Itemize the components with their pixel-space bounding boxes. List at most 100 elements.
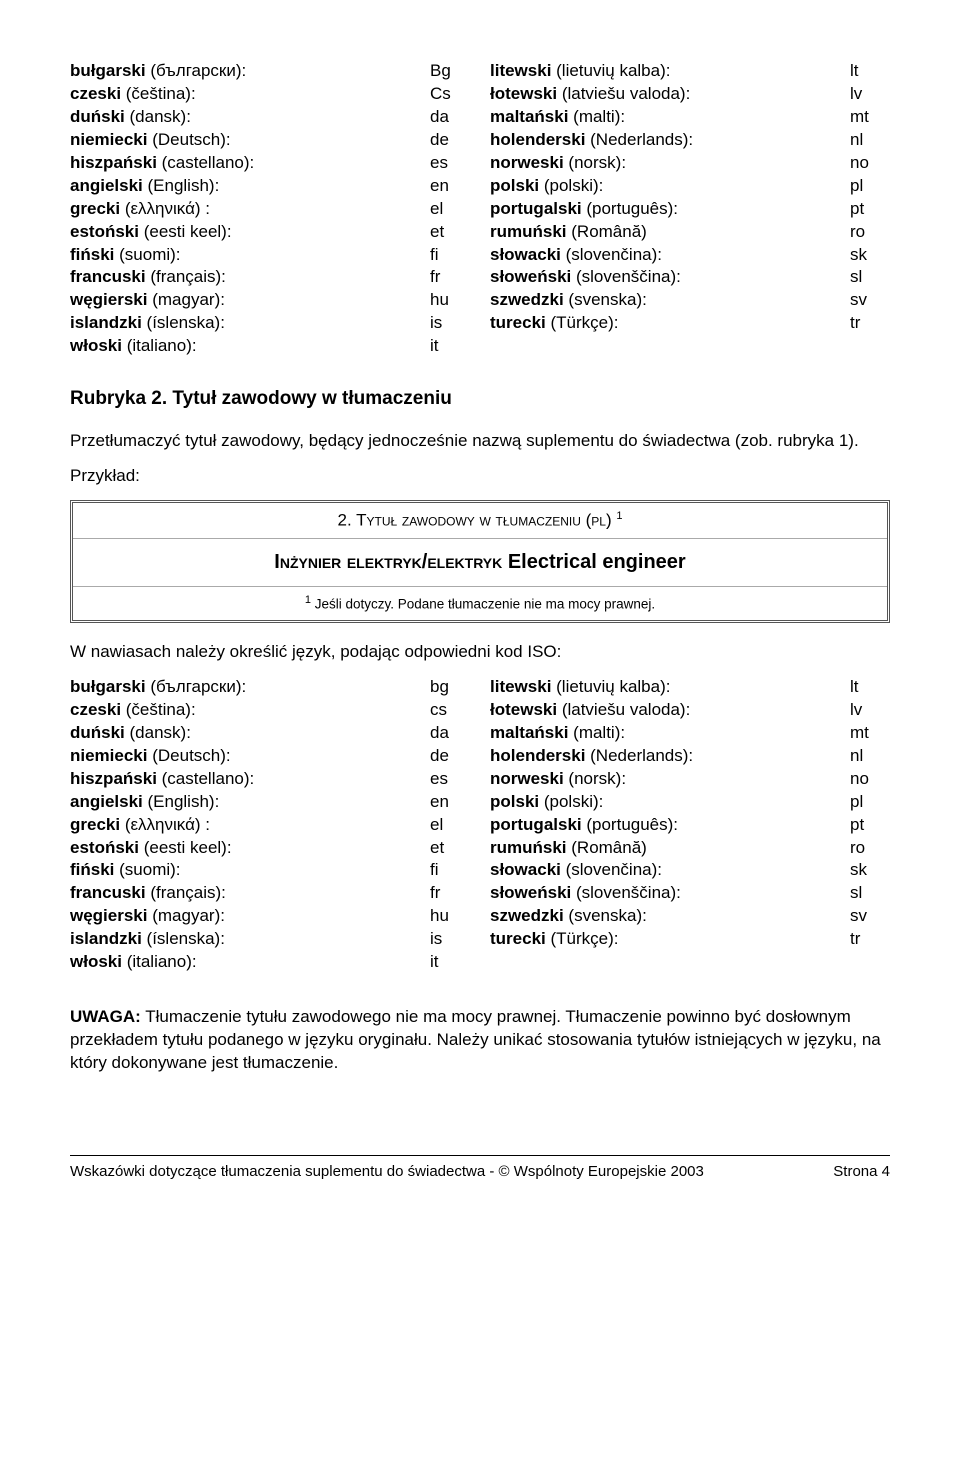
language-code: pt	[850, 814, 890, 837]
footer-right: Strona 4	[833, 1162, 890, 1182]
language-name: maltański (malti):	[490, 106, 850, 129]
footer-left: Wskazówki dotyczące tłumaczenia suplemen…	[70, 1162, 704, 1182]
language-code: is	[430, 312, 470, 335]
language-code: hu	[430, 289, 470, 312]
language-code: no	[850, 768, 890, 791]
language-code: pl	[850, 175, 890, 198]
language-name: czeski (čeština):	[70, 699, 430, 722]
language-table-2-left: bułgarski (български):bgczeski (čeština)…	[70, 676, 470, 974]
language-code: ro	[850, 837, 890, 860]
example-box-title: Inżynier elektryk/elektryk Electrical en…	[73, 539, 887, 586]
language-row: rumuński (Română)ro	[490, 221, 890, 244]
language-name: turecki (Türkçe):	[490, 928, 850, 951]
language-row: słowacki (slovenčina):sk	[490, 244, 890, 267]
language-code: nl	[850, 129, 890, 152]
uwaga-label: UWAGA:	[70, 1007, 141, 1026]
language-table-2-right: litewski (lietuvių kalba):ltłotewski (la…	[490, 676, 890, 974]
language-name: czeski (čeština):	[70, 83, 430, 106]
language-name: portugalski (português):	[490, 814, 850, 837]
language-name: słowacki (slovenčina):	[490, 859, 850, 882]
language-row: niemiecki (Deutsch):de	[70, 745, 470, 768]
language-name: fiński (suomi):	[70, 244, 430, 267]
language-row: angielski (English):en	[70, 791, 470, 814]
language-row: litewski (lietuvių kalba):lt	[490, 676, 890, 699]
language-code: bg	[430, 676, 470, 699]
language-row: portugalski (português):pt	[490, 198, 890, 221]
language-code: sv	[850, 905, 890, 928]
language-name: norweski (norsk):	[490, 768, 850, 791]
language-code: lv	[850, 83, 890, 106]
page-footer: Wskazówki dotyczące tłumaczenia suplemen…	[70, 1155, 890, 1182]
language-row: niemiecki (Deutsch):de	[70, 129, 470, 152]
language-code: fi	[430, 244, 470, 267]
section-heading: Rubryka 2. Tytuł zawodowy w tłumaczeniu	[70, 386, 890, 412]
language-code: el	[430, 198, 470, 221]
language-name: portugalski (português):	[490, 198, 850, 221]
language-row: duński (dansk):da	[70, 106, 470, 129]
language-name: włoski (italiano):	[70, 951, 430, 974]
language-name: hiszpański (castellano):	[70, 768, 430, 791]
language-code: en	[430, 791, 470, 814]
language-code: sk	[850, 244, 890, 267]
language-row: grecki (ελληνικά) :el	[70, 198, 470, 221]
language-name: fiński (suomi):	[70, 859, 430, 882]
language-name: węgierski (magyar):	[70, 905, 430, 928]
language-row: islandzki (íslenska):is	[70, 928, 470, 951]
language-code: sv	[850, 289, 890, 312]
language-code: is	[430, 928, 470, 951]
language-code: lv	[850, 699, 890, 722]
language-code: tr	[850, 928, 890, 951]
language-name: polski (polski):	[490, 791, 850, 814]
language-row: turecki (Türkçe):tr	[490, 312, 890, 335]
language-row: angielski (English):en	[70, 175, 470, 198]
language-name: niemiecki (Deutsch):	[70, 745, 430, 768]
language-code: fi	[430, 859, 470, 882]
language-name: słoweński (slovenščina):	[490, 882, 850, 905]
language-table-1-right: litewski (lietuvių kalba):ltłotewski (la…	[490, 60, 890, 358]
language-row: duński (dansk):da	[70, 722, 470, 745]
language-name: rumuński (Română)	[490, 837, 850, 860]
language-code: Cs	[430, 83, 470, 106]
language-row: litewski (lietuvių kalba):lt	[490, 60, 890, 83]
language-name: szwedzki (svenska):	[490, 905, 850, 928]
language-row: węgierski (magyar):hu	[70, 289, 470, 312]
language-code: pt	[850, 198, 890, 221]
language-row: słoweński (slovenščina):sl	[490, 882, 890, 905]
language-name: rumuński (Română)	[490, 221, 850, 244]
language-row: szwedzki (svenska):sv	[490, 289, 890, 312]
language-row: węgierski (magyar):hu	[70, 905, 470, 928]
language-name: bułgarski (български):	[70, 676, 430, 699]
language-row: bułgarski (български):Bg	[70, 60, 470, 83]
paragraph-intro: Przetłumaczyć tytuł zawodowy, będący jed…	[70, 430, 890, 453]
language-name: włoski (italiano):	[70, 335, 430, 358]
language-code: no	[850, 152, 890, 175]
language-code: da	[430, 722, 470, 745]
language-row: estoński (eesti keel):et	[70, 221, 470, 244]
paragraph-iso-note: W nawiasach należy określić język, podaj…	[70, 641, 890, 664]
language-row: francuski (français):fr	[70, 882, 470, 905]
language-code: mt	[850, 106, 890, 129]
language-code: de	[430, 129, 470, 152]
language-row: maltański (malti):mt	[490, 106, 890, 129]
language-name: islandzki (íslenska):	[70, 928, 430, 951]
language-name: grecki (ελληνικά) :	[70, 814, 430, 837]
language-code: sk	[850, 859, 890, 882]
language-row: włoski (italiano):it	[70, 951, 470, 974]
language-row: szwedzki (svenska):sv	[490, 905, 890, 928]
language-code: de	[430, 745, 470, 768]
uwaga-paragraph: UWAGA: Tłumaczenie tytułu zawodowego nie…	[70, 1006, 890, 1075]
language-name: bułgarski (български):	[70, 60, 430, 83]
language-code: fr	[430, 882, 470, 905]
language-name: angielski (English):	[70, 175, 430, 198]
language-row: turecki (Türkçe):tr	[490, 928, 890, 951]
language-row: polski (polski):pl	[490, 791, 890, 814]
language-name: francuski (français):	[70, 266, 430, 289]
language-row: holenderski (Nederlands):nl	[490, 745, 890, 768]
language-row: czeski (čeština):Cs	[70, 83, 470, 106]
example-box-header: 2. Tytuł zawodowy w tłumaczeniu (pl) 1	[73, 503, 887, 540]
language-name: słowacki (slovenčina):	[490, 244, 850, 267]
language-row: łotewski (latviešu valoda):lv	[490, 699, 890, 722]
language-row: holenderski (Nederlands):nl	[490, 129, 890, 152]
language-row: włoski (italiano):it	[70, 335, 470, 358]
language-name: grecki (ελληνικά) :	[70, 198, 430, 221]
